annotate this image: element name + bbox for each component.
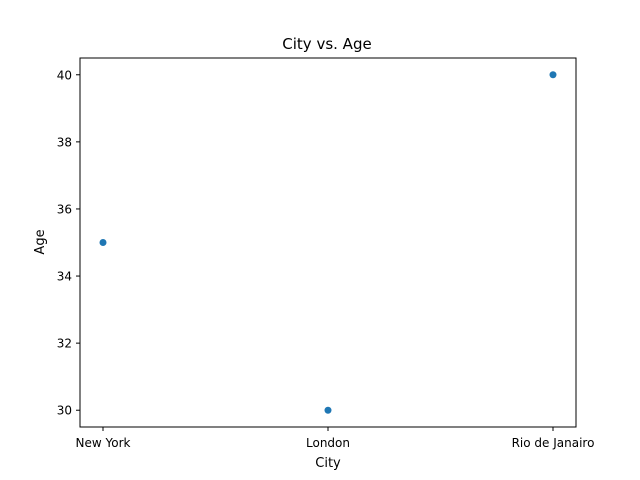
y-tick-label: 34: [57, 270, 72, 284]
y-tick-label: 32: [57, 337, 72, 351]
y-axis-label: Age: [33, 229, 48, 254]
y-axis: 30 32 34 36 38 40: [57, 68, 80, 418]
y-tick-label: 40: [57, 68, 72, 82]
x-tick-label: New York: [76, 436, 131, 450]
x-axis-label: City: [315, 456, 341, 471]
data-point: [549, 71, 557, 79]
x-tick-label: London: [306, 436, 350, 450]
data-points: [99, 71, 557, 414]
x-tick-label: Rio de Janairo: [512, 436, 595, 450]
data-point: [99, 239, 107, 246]
x-axis: New York London Rio de Janairo: [76, 427, 595, 450]
y-tick-label: 30: [57, 404, 72, 418]
plot-area: [79, 57, 577, 428]
data-point: [324, 406, 332, 414]
y-tick-label: 36: [57, 202, 72, 216]
chart-title: City vs. Age: [282, 35, 371, 53]
y-tick-label: 38: [57, 135, 72, 149]
